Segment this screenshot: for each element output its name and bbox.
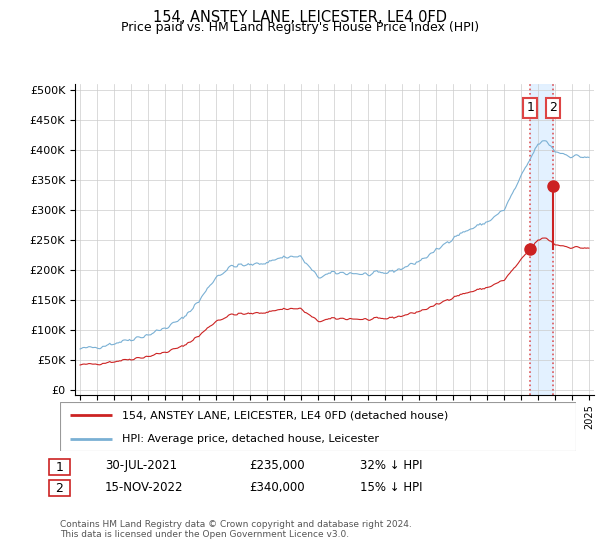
Bar <box>530 84 553 395</box>
Text: 2: 2 <box>55 482 64 495</box>
Text: HPI: Average price, detached house, Leicester: HPI: Average price, detached house, Leic… <box>122 434 379 444</box>
Text: 30-JUL-2021: 30-JUL-2021 <box>105 459 177 473</box>
Text: 15-NOV-2022: 15-NOV-2022 <box>105 480 184 494</box>
FancyBboxPatch shape <box>60 402 576 451</box>
FancyBboxPatch shape <box>49 459 70 475</box>
Text: 154, ANSTEY LANE, LEICESTER, LE4 0FD: 154, ANSTEY LANE, LEICESTER, LE4 0FD <box>153 10 447 25</box>
FancyBboxPatch shape <box>49 480 70 496</box>
Text: 2: 2 <box>549 101 557 114</box>
Text: Price paid vs. HM Land Registry's House Price Index (HPI): Price paid vs. HM Land Registry's House … <box>121 21 479 34</box>
Text: £235,000: £235,000 <box>249 459 305 473</box>
Text: Contains HM Land Registry data © Crown copyright and database right 2024.
This d: Contains HM Land Registry data © Crown c… <box>60 520 412 539</box>
Text: 15% ↓ HPI: 15% ↓ HPI <box>360 480 422 494</box>
Text: £340,000: £340,000 <box>249 480 305 494</box>
Text: 32% ↓ HPI: 32% ↓ HPI <box>360 459 422 473</box>
Text: 1: 1 <box>55 460 64 474</box>
Text: 154, ANSTEY LANE, LEICESTER, LE4 0FD (detached house): 154, ANSTEY LANE, LEICESTER, LE4 0FD (de… <box>122 410 448 421</box>
Text: 1: 1 <box>526 101 535 114</box>
